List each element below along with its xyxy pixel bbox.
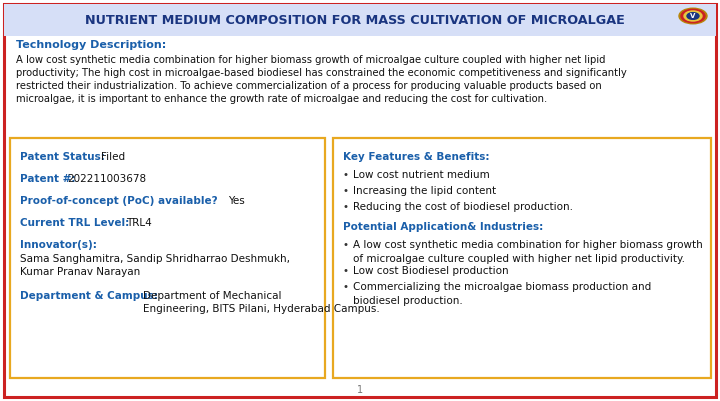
- FancyBboxPatch shape: [4, 4, 716, 36]
- Text: Yes: Yes: [228, 196, 245, 206]
- Text: •: •: [343, 282, 349, 292]
- Text: Kumar Pranav Narayan: Kumar Pranav Narayan: [20, 267, 140, 277]
- Text: •: •: [343, 170, 349, 180]
- Text: 1: 1: [357, 385, 363, 395]
- Text: A low cost synthetic media combination for higher biomass growth of microalgae c: A low cost synthetic media combination f…: [16, 55, 606, 65]
- Text: Key Features & Benefits:: Key Features & Benefits:: [343, 152, 490, 162]
- Text: Reducing the cost of biodiesel production.: Reducing the cost of biodiesel productio…: [353, 202, 573, 212]
- Circle shape: [684, 11, 702, 21]
- Text: Sama Sanghamitra, Sandip Shridharrao Deshmukh,: Sama Sanghamitra, Sandip Shridharrao Des…: [20, 254, 290, 264]
- Text: Patent Status:: Patent Status:: [20, 152, 105, 162]
- Text: microalgae, it is important to enhance the growth rate of microalgae and reducin: microalgae, it is important to enhance t…: [16, 94, 547, 104]
- FancyBboxPatch shape: [4, 4, 716, 397]
- Text: •: •: [343, 240, 349, 250]
- Text: Increasing the lipid content: Increasing the lipid content: [353, 186, 496, 196]
- Text: TRL4: TRL4: [126, 218, 152, 228]
- Text: Innovator(s):: Innovator(s):: [20, 240, 97, 250]
- Text: •: •: [343, 186, 349, 196]
- Text: •: •: [343, 266, 349, 276]
- Text: Proof-of-concept (PoC) available?: Proof-of-concept (PoC) available?: [20, 196, 217, 206]
- Text: Filed: Filed: [101, 152, 125, 162]
- Circle shape: [687, 13, 699, 19]
- Text: Department & Campus:: Department & Campus:: [20, 291, 158, 301]
- Text: Potential Application& Industries:: Potential Application& Industries:: [343, 222, 544, 232]
- Text: Commercializing the microalgae biomass production and
biodiesel production.: Commercializing the microalgae biomass p…: [353, 282, 652, 306]
- Text: Technology Description:: Technology Description:: [16, 40, 166, 50]
- Text: V: V: [690, 13, 696, 19]
- Text: productivity; The high cost in microalgae-based biodiesel has constrained the ec: productivity; The high cost in microalga…: [16, 68, 626, 78]
- Text: Low cost nutrient medium: Low cost nutrient medium: [353, 170, 490, 180]
- Text: restricted their industrialization. To achieve commercialization of a process fo: restricted their industrialization. To a…: [16, 81, 602, 91]
- Text: 202211003678: 202211003678: [67, 174, 146, 184]
- Circle shape: [681, 9, 705, 23]
- FancyBboxPatch shape: [10, 138, 325, 378]
- FancyBboxPatch shape: [333, 138, 711, 378]
- Text: Low cost Biodiesel production: Low cost Biodiesel production: [353, 266, 508, 276]
- Text: Engineering, BITS Pilani, Hyderabad Campus.: Engineering, BITS Pilani, Hyderabad Camp…: [143, 304, 379, 314]
- Text: Patent #:: Patent #:: [20, 174, 76, 184]
- Circle shape: [679, 8, 707, 24]
- Text: A low cost synthetic media combination for higher biomass growth
of microalgae c: A low cost synthetic media combination f…: [353, 240, 703, 264]
- Text: Current TRL Level:: Current TRL Level:: [20, 218, 130, 228]
- Text: NUTRIENT MEDIUM COMPOSITION FOR MASS CULTIVATION OF MICROALGAE: NUTRIENT MEDIUM COMPOSITION FOR MASS CUL…: [85, 14, 625, 26]
- Text: •: •: [343, 202, 349, 212]
- Text: Department of Mechanical: Department of Mechanical: [143, 291, 282, 301]
